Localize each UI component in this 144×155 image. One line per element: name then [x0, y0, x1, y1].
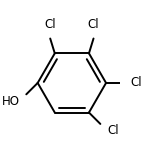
- Text: Cl: Cl: [44, 18, 56, 31]
- Text: Cl: Cl: [130, 76, 142, 89]
- Text: Cl: Cl: [88, 18, 99, 31]
- Text: HO: HO: [1, 95, 19, 108]
- Text: Cl: Cl: [107, 124, 119, 137]
